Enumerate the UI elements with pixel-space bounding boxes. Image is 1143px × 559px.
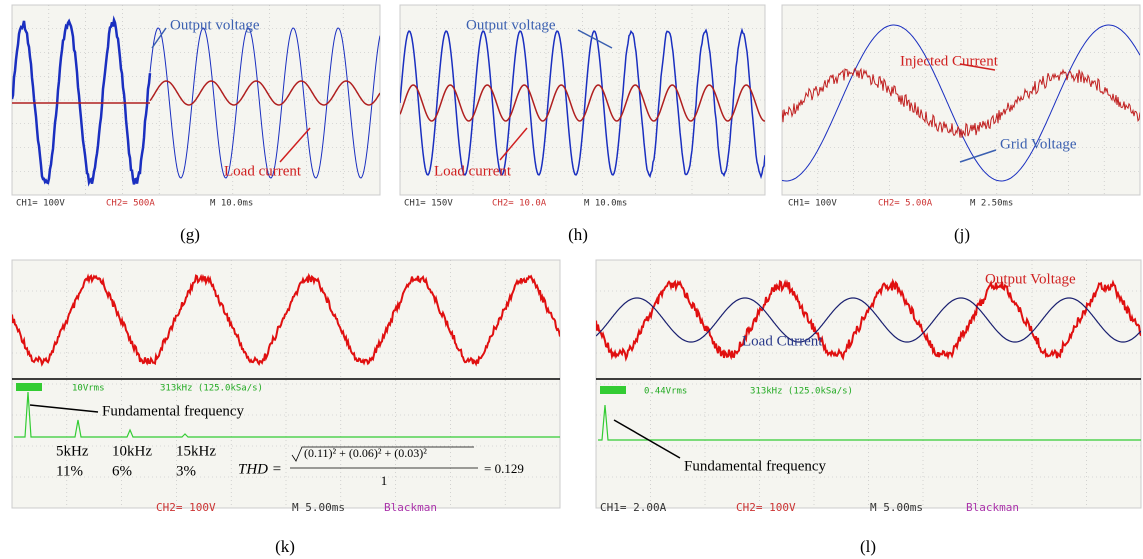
annotation: Fundamental frequency: [102, 403, 245, 419]
caption: (j): [954, 225, 970, 244]
harmonic-pct: 3%: [176, 463, 196, 479]
readout: Blackman: [384, 501, 437, 514]
readout: M 10.0ms: [584, 199, 627, 209]
readout: CH2= 5.00A: [878, 199, 933, 209]
readout: Blackman: [966, 501, 1019, 514]
channel-badge: [16, 383, 42, 391]
harmonic-freq: 15kHz: [176, 443, 216, 459]
annotation: Grid Voltage: [1000, 136, 1077, 152]
thd-result: = 0.129: [484, 461, 524, 476]
readout: 10Vrms: [72, 384, 105, 394]
readout: M 10.0ms: [210, 199, 253, 209]
harmonic-pct: 6%: [112, 463, 132, 479]
annotation: Fundamental frequency: [684, 458, 827, 474]
readout: 0.44Vrms: [644, 387, 687, 397]
annotation: Injected Current: [900, 53, 999, 69]
readout: CH1= 100V: [16, 199, 65, 209]
figure: Output voltage Load current CH1= 100V CH…: [0, 0, 1143, 559]
readout: M 5.00ms: [292, 501, 345, 514]
readout: CH1= 2.00A: [600, 501, 667, 514]
caption: (l): [860, 537, 876, 556]
thd-label: THD =: [238, 461, 282, 477]
annotation: Output voltage: [466, 17, 556, 33]
readout: M 2.50ms: [970, 199, 1013, 209]
annotation: Load current: [434, 163, 512, 179]
annotation: Output voltage: [170, 17, 260, 33]
readout: 313kHz (125.0kSa/s): [750, 387, 853, 397]
annotation: Load current: [224, 163, 302, 179]
readout: M 5.00ms: [870, 501, 923, 514]
thd-denominator: 1: [381, 473, 388, 488]
readout: CH1= 100V: [788, 199, 837, 209]
caption: (k): [275, 537, 295, 556]
readout: CH2= 100V: [156, 501, 216, 514]
readout: 313kHz (125.0kSa/s): [160, 384, 263, 394]
thd-numerator: (0.11)² + (0.06)² + (0.03)²: [304, 446, 427, 460]
caption: (g): [180, 225, 200, 244]
channel-badge: [600, 386, 626, 394]
readout: CH1= 150V: [404, 199, 453, 209]
annotation: Output Voltage: [985, 271, 1076, 287]
readout: CH2= 500A: [106, 199, 155, 209]
harmonic-freq: 5kHz: [56, 443, 89, 459]
harmonic-pct: 11%: [56, 463, 83, 479]
annotation: Load Current: [742, 333, 823, 349]
readout: CH2= 10.0A: [492, 199, 547, 209]
caption: (h): [568, 225, 588, 244]
harmonic-freq: 10kHz: [112, 443, 152, 459]
readout: CH2= 100V: [736, 501, 796, 514]
